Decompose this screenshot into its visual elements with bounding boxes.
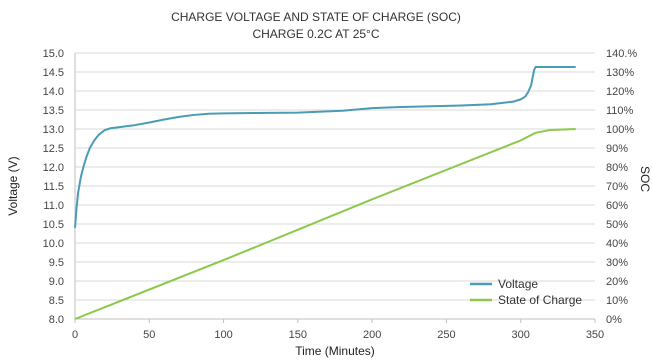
y2-tick-label: 130% [606,67,634,79]
x-tick-label: 350 [586,329,604,341]
x-tick-label: 200 [363,329,381,341]
legend-label-voltage: Voltage [498,277,538,291]
y-tick-label: 11.0 [43,200,64,212]
y2-axis-title: SOC [638,166,652,192]
y2-tick-label: 70% [606,181,628,193]
gridlines [75,52,595,320]
y2-tick-label: 100% [606,124,634,136]
legend-label-soc: State of Charge [498,293,582,307]
x-tick-label: 300 [512,329,530,341]
x-tick-label: 250 [437,329,455,341]
y-tick-label: 12.0 [43,162,64,174]
y-tick-label: 13.0 [43,124,64,136]
y2-tick-label: 60% [606,200,628,212]
series [74,66,576,320]
y2-tick-label: 0% [606,314,622,326]
y-tick-label: 11.5 [43,181,64,193]
y-tick-label: 15.0 [43,48,64,60]
y2-tick-label: 30% [606,257,628,269]
y-tick-label: 9.0 [49,276,64,288]
x-tick-label: 50 [143,329,155,341]
y2-tick-label: 110% [606,105,634,117]
y-tick-label: 13.5 [43,105,64,117]
y-tick-label: 9.5 [49,257,64,269]
y-axis-title: Voltage (V) [6,156,20,215]
tick-labels: 8.0 8.5 9.0 9.5 10.0 10.5 11.0 11.5 12.0 12.5 13.0… [43,48,638,341]
y2-tick-label: 50% [606,219,628,231]
chart-title: CHARGE VOLTAGE AND STATE OF CHARGE (SOC) [171,10,461,24]
x-tick-label: 100 [214,329,232,341]
y2-tick-label: 140.% [606,48,637,60]
y2-tick-label: 80% [606,162,628,174]
y-tick-label: 12.5 [43,143,64,155]
legend: Voltage State of Charge [470,277,582,307]
x-axis-title: Time (Minutes) [295,344,375,358]
y-tick-label: 10.0 [43,238,64,250]
y-tick-label: 10.5 [43,219,64,231]
voltage-line [74,66,576,228]
y-tick-label: 8.0 [49,314,64,326]
chart-subtitle: CHARGE 0.2C AT 25°C [252,27,379,41]
axes [74,53,596,323]
y2-tick-label: 90% [606,143,628,155]
y2-tick-label: 20% [606,276,628,288]
y2-tick-label: 40% [606,238,628,250]
y2-tick-label: 120% [606,86,634,98]
x-tick-label: 150 [289,329,307,341]
y-tick-label: 8.5 [49,295,64,307]
y-tick-label: 14.5 [43,67,64,79]
y-tick-label: 14.0 [43,86,64,98]
soc-line [74,128,576,320]
x-tick-label: 0 [72,329,78,341]
y2-tick-label: 10% [606,295,628,307]
